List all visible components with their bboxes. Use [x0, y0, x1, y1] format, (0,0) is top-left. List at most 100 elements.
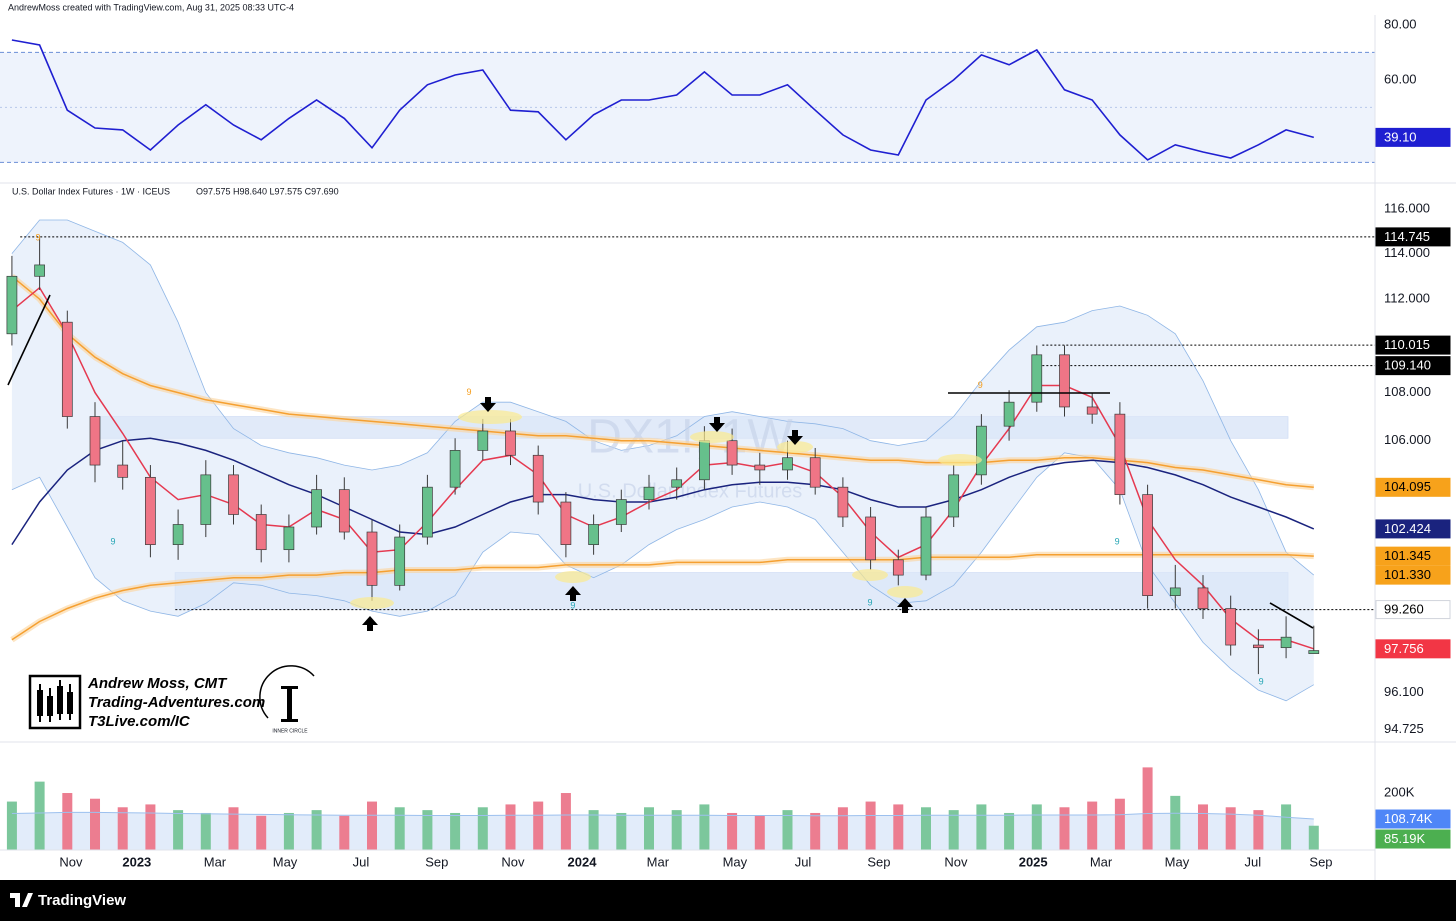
x-tick-label: Nov	[59, 854, 83, 869]
badge-arc	[259, 665, 315, 719]
volume-ma-area	[11, 812, 1314, 850]
candle-body	[449, 450, 461, 488]
candle-body	[560, 501, 572, 545]
td-count: 9	[868, 598, 873, 608]
x-tick-label: Mar	[1090, 854, 1113, 869]
candle-body	[366, 531, 378, 586]
volume-bar	[117, 807, 128, 850]
ma-line	[11, 553, 1314, 641]
y-tick-label: 106.000	[1384, 432, 1431, 447]
candle-body	[837, 486, 849, 518]
volume-label-box	[1375, 829, 1451, 849]
td-count: 9	[466, 387, 471, 397]
y-tick-label: 108.000	[1384, 384, 1431, 399]
badge-text: INNER CIRCLE	[272, 728, 308, 734]
volume-bar	[948, 810, 959, 850]
volume-bar	[1225, 807, 1236, 850]
candle-body	[228, 474, 239, 515]
price-label-box	[1375, 519, 1451, 539]
candle-body	[588, 524, 599, 545]
volume-bar	[1197, 804, 1208, 850]
branding: Andrew Moss, CMT Trading-Adventures.com …	[28, 665, 315, 734]
ma-line	[11, 437, 1315, 546]
footer-bar	[0, 880, 1456, 921]
x-tick-label: Mar	[647, 854, 670, 869]
candle-body	[1114, 413, 1126, 495]
candle-body	[865, 516, 876, 561]
volume-label-box	[1375, 809, 1451, 829]
candle-body	[1086, 406, 1098, 415]
highlight-ellipses	[350, 410, 982, 609]
y-tick-label: 114.000	[1384, 245, 1430, 260]
trend-lines	[7, 294, 1314, 629]
volume-bar	[920, 807, 931, 850]
candle-body	[726, 440, 738, 466]
candle-body	[699, 440, 710, 481]
volume-bar	[1142, 767, 1153, 850]
watermark-subtitle: U.S. Dollar Index Futures	[578, 480, 803, 502]
volume-bar	[1253, 810, 1264, 850]
header-text: AndrewMoss created with TradingView.com,…	[8, 2, 294, 12]
volume-bar	[976, 804, 987, 850]
candle-body	[671, 479, 683, 488]
volume-bar	[754, 815, 765, 850]
price-label: 102.424	[1384, 521, 1431, 536]
volume-bar	[477, 807, 488, 850]
y-tick-label: 200K	[1384, 784, 1415, 799]
candle-body	[1003, 401, 1015, 427]
candle-body	[422, 486, 433, 538]
volume-bar	[283, 812, 294, 850]
y-tick-label: 96.100	[1384, 684, 1424, 699]
volume-bar	[1308, 825, 1319, 850]
volume-bar	[782, 810, 793, 850]
volume-bar	[616, 812, 627, 850]
candle-body	[615, 499, 627, 525]
volume-ma-line	[11, 811, 1314, 820]
candle-body	[1031, 354, 1043, 403]
candle-body	[505, 430, 516, 456]
candle-body	[782, 457, 793, 471]
volume-bar	[699, 804, 710, 850]
x-tick-label: Sep	[867, 854, 890, 869]
candle-body	[255, 514, 267, 551]
td-count: 9	[978, 380, 983, 390]
x-tick-label: Sep	[425, 854, 448, 869]
volume-bar	[810, 812, 821, 850]
y-tick-label: 112.000	[1384, 291, 1430, 306]
candle-body	[283, 526, 295, 551]
volume-bar	[256, 815, 267, 850]
volume-bar	[173, 810, 184, 850]
volume-bar	[560, 793, 571, 850]
price-label-box	[1375, 477, 1451, 497]
volume-bar	[6, 801, 17, 850]
symbol-title: U.S. Dollar Index Futures · 1W · ICEUS	[12, 186, 170, 196]
td-count: 9	[1115, 536, 1120, 546]
price-label: 101.345	[1384, 548, 1431, 563]
candle-body	[200, 474, 212, 525]
volume-bar	[367, 801, 378, 850]
volume-bar	[1004, 812, 1015, 850]
candle-body	[1280, 636, 1292, 649]
candle-body	[1197, 587, 1209, 609]
td-count: 9	[35, 232, 40, 242]
x-tick-label: Mar	[204, 854, 227, 869]
footer-logo	[10, 893, 33, 907]
candle-body	[172, 524, 184, 545]
price-label: 109.140	[1384, 358, 1431, 373]
price-label-box	[1375, 565, 1451, 585]
volume-bar	[1114, 798, 1125, 850]
y-tick-label: 116.000	[1384, 200, 1430, 215]
x-tick-label: 2023	[122, 854, 151, 869]
candle-body	[311, 489, 322, 528]
price-label: 97.756	[1384, 641, 1424, 656]
price-label-box	[1375, 356, 1451, 376]
brand-name: Andrew Moss, CMT	[87, 675, 228, 692]
y-tick-label: 80.00	[1384, 16, 1417, 31]
price-label: 99.260	[1384, 602, 1424, 617]
badge-serif	[281, 719, 298, 722]
candle-body	[145, 476, 156, 545]
price-label: 114.745	[1384, 229, 1430, 244]
rsi-line	[11, 39, 1315, 161]
candle-body	[6, 275, 18, 335]
